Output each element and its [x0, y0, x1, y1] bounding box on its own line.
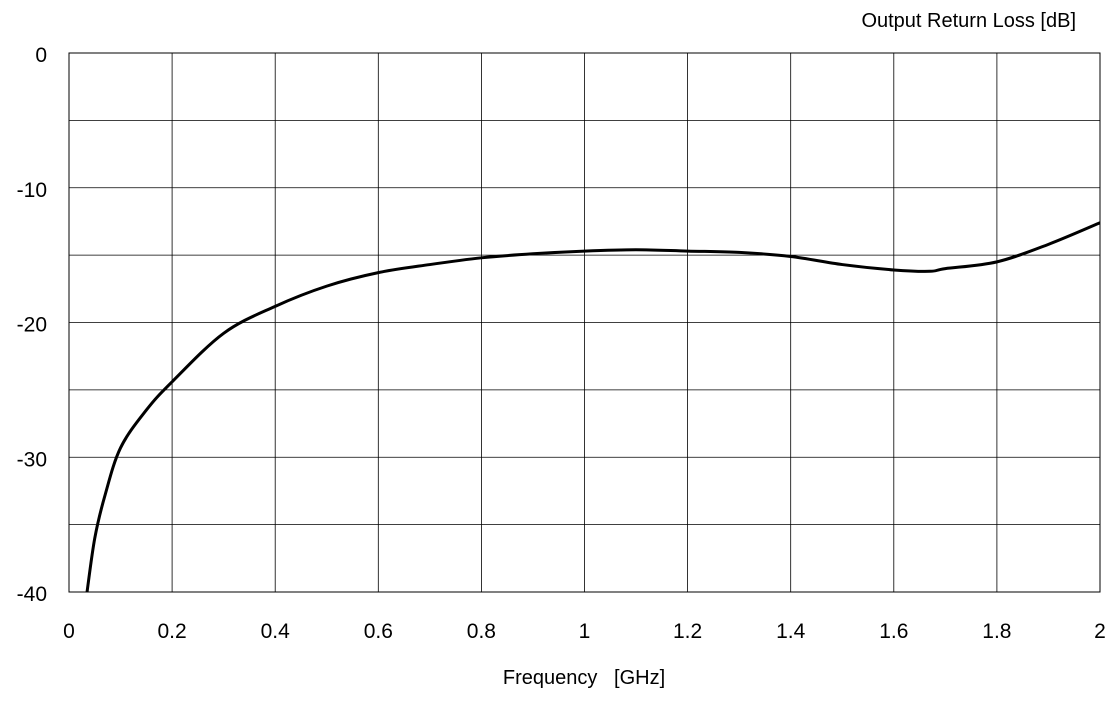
x-axis-label: Frequency [GHz] [503, 667, 665, 689]
chart-title: Output Return Loss [dB] [861, 10, 1076, 32]
x-tick-label: 1.6 [879, 620, 908, 643]
x-tick-label: 0.4 [261, 620, 291, 643]
x-tick-label: 1.4 [776, 620, 806, 643]
y-tick-labels: 0 -10 -20 -30 -40 [17, 44, 47, 606]
x-tick-label: 1 [579, 620, 591, 643]
x-tick-label: 1.2 [673, 620, 702, 643]
x-tick-label: 0 [63, 620, 75, 643]
y-tick-label: 0 [35, 44, 47, 67]
x-tick-label: 0.6 [364, 620, 393, 643]
y-tick-label: -10 [17, 179, 47, 202]
y-tick-label: -30 [17, 448, 47, 471]
series-line [85, 221, 1101, 593]
x-tick-label: 0.2 [157, 620, 186, 643]
y-tick-label: -40 [17, 583, 47, 606]
x-tick-labels: 0 0.2 0.4 0.6 0.8 1 1.2 1.4 1.6 1.8 2 [63, 620, 1106, 643]
plot-frame [68, 52, 1101, 593]
x-tick-label: 1.8 [982, 620, 1011, 643]
y-tick-label: -20 [17, 314, 47, 337]
grid-lines [69, 53, 1100, 592]
series-layer [85, 221, 1101, 593]
x-tick-label: 2 [1094, 620, 1106, 643]
x-tick-label: 0.8 [467, 620, 496, 643]
